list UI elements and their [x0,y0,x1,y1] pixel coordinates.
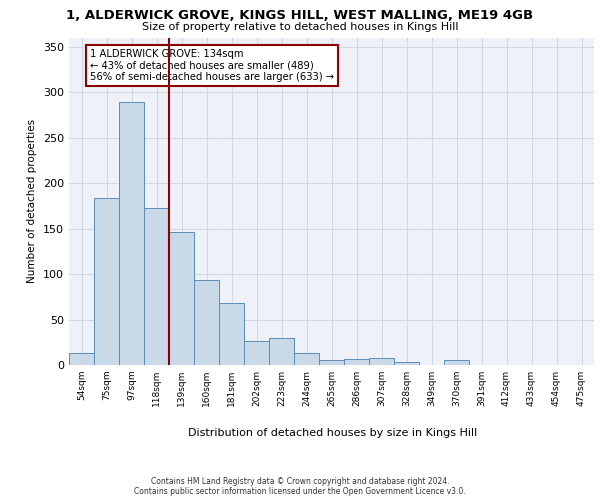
Y-axis label: Number of detached properties: Number of detached properties [28,119,37,284]
Text: 1, ALDERWICK GROVE, KINGS HILL, WEST MALLING, ME19 4GB: 1, ALDERWICK GROVE, KINGS HILL, WEST MAL… [67,9,533,22]
Bar [294,353,319,365]
Text: Contains HM Land Registry data © Crown copyright and database right 2024.
Contai: Contains HM Land Registry data © Crown c… [134,476,466,496]
Bar [169,232,194,365]
Bar [394,362,419,365]
Bar [444,360,469,365]
Bar [269,338,294,365]
Bar [119,102,144,365]
Bar [219,303,244,365]
Text: Size of property relative to detached houses in Kings Hill: Size of property relative to detached ho… [142,22,458,32]
Bar [369,358,394,365]
Text: Distribution of detached houses by size in Kings Hill: Distribution of detached houses by size … [188,428,478,438]
Bar [244,342,269,365]
Bar [144,208,169,365]
Text: 1 ALDERWICK GROVE: 134sqm
← 43% of detached houses are smaller (489)
56% of semi: 1 ALDERWICK GROVE: 134sqm ← 43% of detac… [90,49,334,82]
Bar [344,358,369,365]
Bar [94,198,119,365]
Bar [69,353,94,365]
Bar [319,360,344,365]
Bar [194,280,219,365]
